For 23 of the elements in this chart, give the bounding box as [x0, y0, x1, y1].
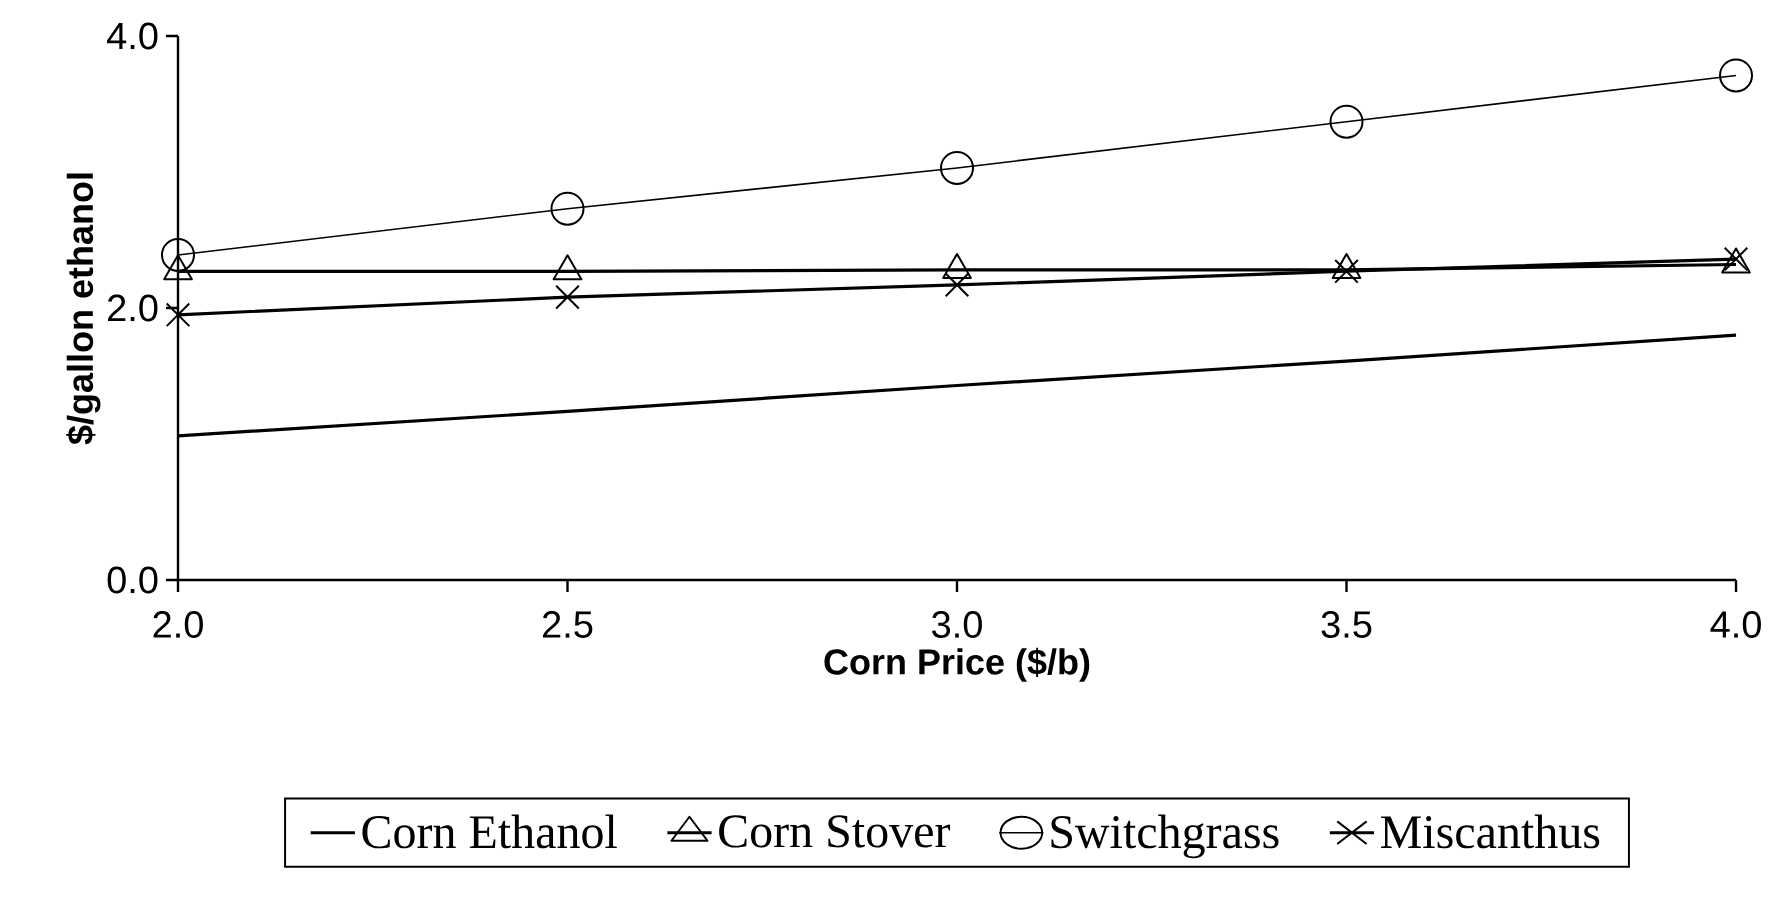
point — [944, 272, 970, 298]
point — [940, 150, 975, 185]
x-axis-title: Corn Price ($/b) — [824, 647, 1090, 682]
y-axis-title: $/gallon ethanol — [66, 173, 101, 445]
point — [1719, 58, 1754, 93]
point — [1334, 258, 1359, 284]
x-tick-label: 2.0 — [153, 611, 203, 638]
x-tick-label: 4.0 — [1710, 611, 1761, 638]
point — [555, 284, 580, 310]
y-tick-label: 2.0 — [108, 294, 158, 322]
point — [165, 302, 191, 328]
y-tick-label: 0.0 — [107, 566, 158, 594]
y-tick-label: 4.0 — [107, 22, 158, 50]
legend-label: Switchgrass — [1051, 814, 1279, 859]
x-tick-label: 2.5 — [543, 611, 593, 638]
point — [161, 237, 195, 272]
legend-label: Miscanthus — [1380, 814, 1600, 849]
point — [1329, 104, 1364, 139]
x-tick-label: 3.0 — [932, 611, 982, 638]
point — [550, 191, 585, 226]
x-tick-label: 3.5 — [1321, 611, 1372, 638]
legend-label: Corn Ethanol — [362, 814, 617, 849]
legend-label: Corn Stover — [719, 815, 951, 848]
